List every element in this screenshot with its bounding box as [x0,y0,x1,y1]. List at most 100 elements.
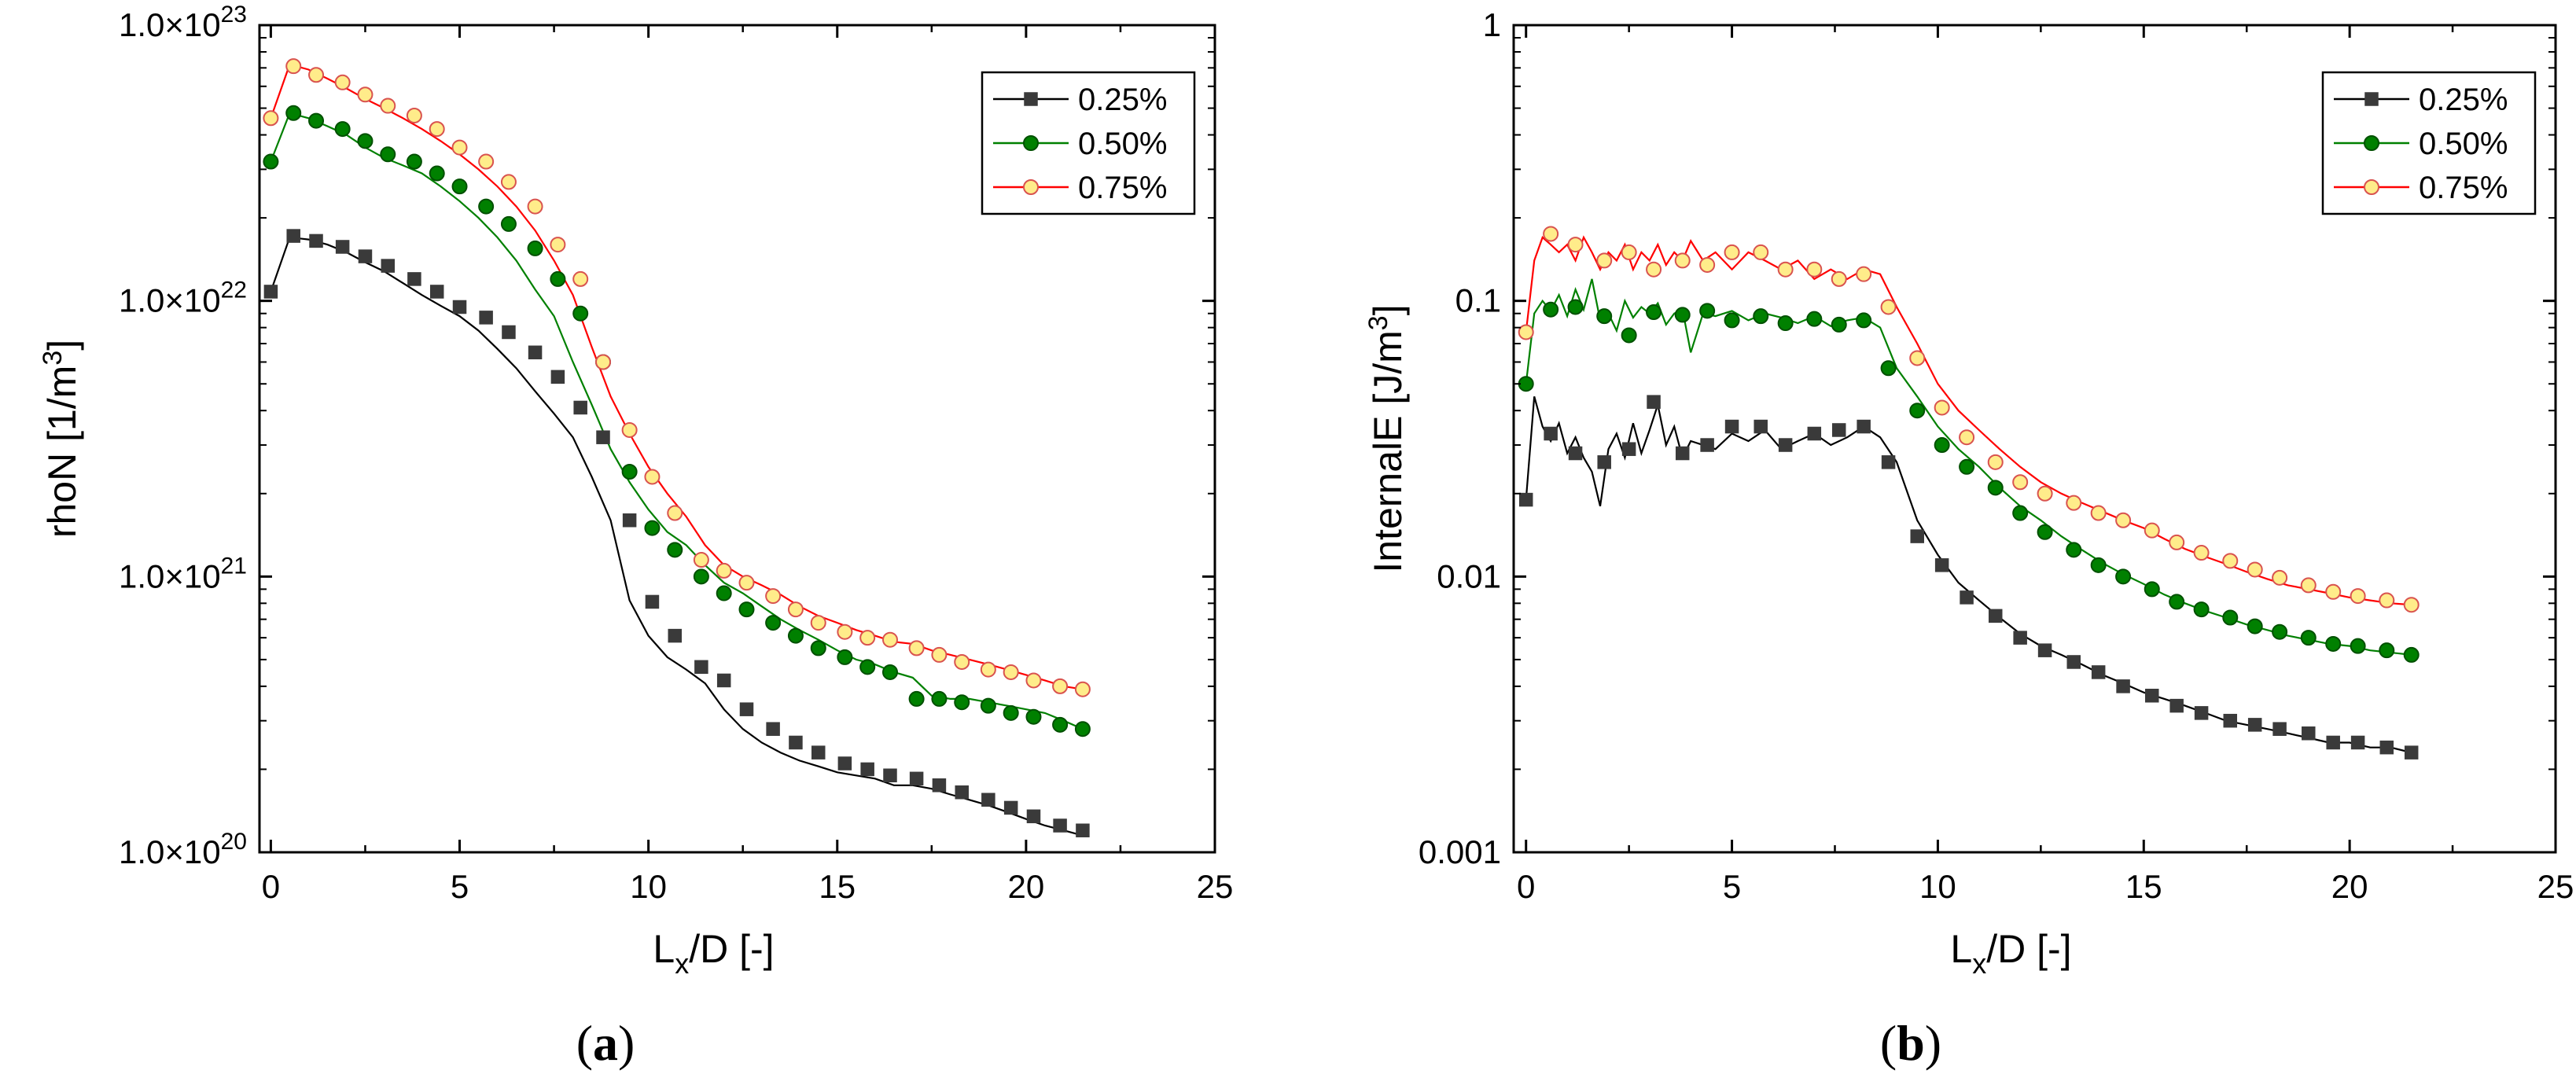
series-line-0.75% [270,63,1084,690]
data-point-0.50% [1724,312,1740,329]
data-point-0.75% [2350,588,2366,605]
data-point-0.75% [1543,226,1559,242]
data-point-0.75% [1674,252,1691,269]
data-point-0.75% [572,270,589,287]
data-point-0.25% [502,325,516,340]
data-point-0.75% [2272,569,2288,586]
data-point-0.50% [2247,618,2263,634]
data-point-0.25% [622,513,637,528]
data-point-0.50% [1674,307,1691,323]
data-point-0.75% [406,107,422,123]
plot-frame [1512,24,2557,854]
data-point-0.50% [2379,642,2395,659]
y-tick-exponent: 20 [221,829,247,855]
y-tick-mantissa: 1.0×10 [119,282,221,319]
data-point-0.75% [837,623,853,640]
data-point-0.25% [335,240,350,254]
data-point-0.50% [1987,480,2004,496]
data-point-0.75% [1518,324,1534,340]
y-tick-label: 0.1 [1455,282,1501,319]
data-point-0.75% [2222,553,2239,569]
data-point-0.25% [789,735,803,750]
data-point-0.50% [1777,315,1794,332]
data-point-0.25% [716,673,731,688]
x-axis-label-main: L [653,927,675,971]
y-axis-label-superscript: 3 [38,351,68,366]
data-point-0.25% [932,778,947,793]
y-tick-label: 1.0×1021 [119,553,247,594]
data-point-0.75% [2300,577,2317,594]
data-point-0.75% [1621,244,1637,260]
y-tick-label: 1.0×1020 [119,829,247,870]
data-point-0.50% [285,105,302,121]
x-tick-label: 5 [451,868,469,905]
data-point-0.25% [668,628,683,643]
x-tick-label: 15 [2125,868,2162,905]
data-point-0.75% [2379,592,2395,609]
data-point-0.75% [908,640,925,657]
data-point-0.50% [787,627,804,644]
data-point-0.75% [1724,244,1740,260]
y-axis-label: rhoN [1/m3] [38,340,84,538]
data-point-0.75% [1567,237,1584,253]
data-point-0.25% [1568,446,1583,461]
data-point-0.50% [765,615,782,631]
x-axis-label-rest: /D [-] [689,927,774,971]
series-line-0.50% [270,112,1084,730]
data-point-0.75% [1777,261,1794,278]
data-point-0.25% [1544,426,1558,441]
x-tick-label: 20 [1008,868,1045,905]
data-point-0.75% [1596,252,1613,269]
data-point-0.75% [1959,429,1975,446]
data-point-0.50% [621,464,638,480]
data-point-0.75% [1909,350,1926,366]
series-line-0.75% [1525,235,2412,606]
data-point-0.50% [908,690,925,707]
y-tick-mantissa: 1.0×10 [119,557,221,594]
y-axis-label-main: rhoN [1/m [40,366,84,539]
data-point-0.75% [595,354,612,370]
data-point-0.25% [981,793,995,807]
data-point-0.75% [1646,261,1662,278]
legend-label-0.75%: 0.75% [2419,171,2508,205]
series-line-0.25% [270,236,1084,837]
data-point-0.75% [1052,678,1069,694]
y-tick-mantissa: 1.0×10 [119,6,221,43]
y-tick-exponent: 21 [221,553,247,579]
data-point-0.50% [572,305,589,322]
data-point-0.25% [1053,818,1067,833]
data-point-0.25% [1003,800,1018,815]
data-point-0.75% [263,110,279,127]
data-point-0.25% [2091,665,2106,679]
data-point-0.50% [2193,601,2210,618]
data-point-0.25% [381,259,396,273]
x-axis-label-rest: /D [-] [1986,927,2071,971]
data-point-0.50% [1074,721,1091,737]
data-point-0.50% [1003,704,1019,721]
data-point-0.75% [357,86,374,103]
data-point-0.75% [380,97,396,114]
data-point-0.25% [2247,718,2262,732]
data-point-0.50% [380,146,396,163]
data-point-0.25% [263,285,278,299]
data-point-0.50% [644,520,661,536]
y-axis-label: InternalE [J/m3] [1363,304,1410,572]
data-point-0.50% [1806,311,1823,327]
data-point-0.75% [810,615,826,631]
data-point-0.25% [1831,423,1846,437]
legend-marker-0.50% [2364,135,2379,151]
data-point-0.25% [550,370,565,384]
data-point-0.25% [1700,438,1714,452]
legend-marker-0.50% [1023,135,1039,151]
plot-frame [258,24,1216,854]
data-point-0.25% [1675,446,1690,461]
data-point-0.25% [1778,438,1793,452]
data-point-0.50% [693,568,709,585]
data-point-0.50% [2403,646,2420,663]
data-point-0.75% [621,421,638,438]
data-point-0.50% [859,659,876,675]
data-point-0.50% [2144,581,2160,598]
x-tick-label: 0 [1517,868,1535,905]
legend: 0.25% 0.50% 0.75% [981,71,1196,215]
data-point-0.75% [1025,672,1042,689]
